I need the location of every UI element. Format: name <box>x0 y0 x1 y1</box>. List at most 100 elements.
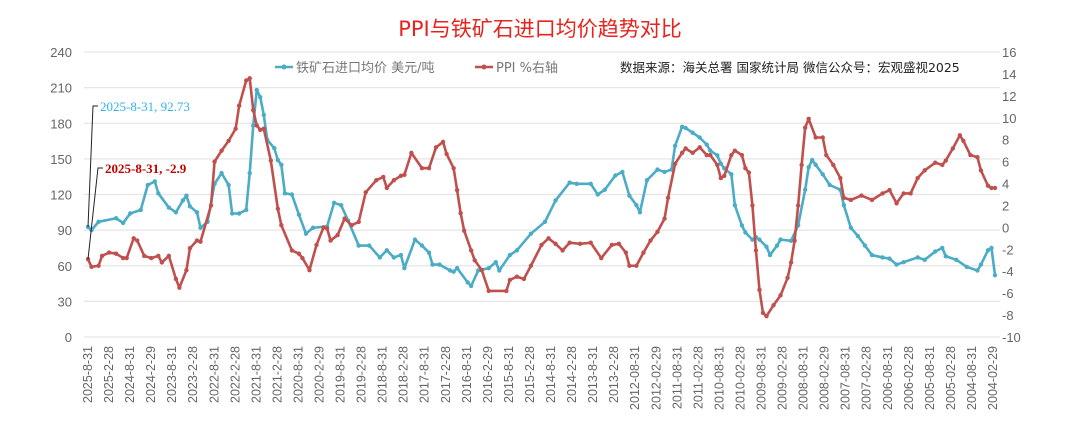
data-point <box>384 185 390 191</box>
data-point <box>282 191 288 196</box>
data-point <box>419 243 425 248</box>
data-point <box>149 255 154 261</box>
data-point <box>841 202 847 208</box>
data-point <box>258 94 263 100</box>
y-left-tick-label: 120 <box>50 188 72 203</box>
data-point <box>623 250 629 255</box>
x-tick-label: 2014-2-28 <box>565 346 579 403</box>
y-left-tick-label: 240 <box>50 45 72 60</box>
data-point <box>690 150 695 156</box>
data-point <box>968 152 973 158</box>
y-right-tick-label: -6 <box>1002 286 1014 301</box>
data-point <box>718 175 723 181</box>
data-point <box>338 202 344 208</box>
data-point <box>809 157 815 163</box>
data-point <box>251 123 256 128</box>
y-axis-right: -10 -8 -6 -4 -2 0 2 4 6 8 10 12 14 16 <box>1002 45 1021 345</box>
data-point <box>771 303 776 308</box>
data-point <box>975 268 980 273</box>
data-point <box>440 139 446 145</box>
x-tick-label: 2025-2-28 <box>102 346 116 403</box>
y-right-tick-label: 12 <box>1002 89 1016 104</box>
data-point <box>539 242 544 248</box>
data-point <box>226 138 231 143</box>
data-point <box>303 231 309 236</box>
data-point <box>514 248 520 253</box>
data-point <box>838 175 843 181</box>
data-point <box>774 243 780 248</box>
x-tick-label: 2023-2-28 <box>186 346 200 403</box>
data-point <box>901 191 906 196</box>
x-tick-label: 2023-8-31 <box>165 346 179 403</box>
data-point <box>546 236 551 241</box>
data-point <box>799 162 804 168</box>
x-tick-label: 2007-02-28 <box>860 346 874 410</box>
data-point <box>409 150 414 156</box>
data-point <box>349 222 354 228</box>
data-point <box>391 178 397 183</box>
x-tick-label: 2017-2-28 <box>439 346 453 403</box>
data-point <box>254 123 259 128</box>
data-point <box>950 146 956 151</box>
data-point <box>528 231 534 236</box>
data-point <box>732 202 738 208</box>
data-point <box>690 130 695 135</box>
data-point <box>553 198 558 203</box>
data-point <box>465 280 470 285</box>
y-left-tick-label: 90 <box>58 223 72 238</box>
data-point <box>321 225 326 230</box>
data-point <box>785 275 790 281</box>
x-tick-label: 2004-08-31 <box>965 346 979 410</box>
x-axis: 2025-8-31 2025-2-28 2024-8-31 2024-2-29 2023… <box>81 346 1000 410</box>
x-tick-label: 2009-02-28 <box>776 346 790 410</box>
data-point <box>472 258 477 263</box>
data-point <box>778 237 783 242</box>
data-point <box>764 244 769 249</box>
data-point <box>229 211 235 216</box>
data-point <box>468 248 474 253</box>
x-tick-label: 2022-8-31 <box>207 346 221 403</box>
x-tick-label: 2010-02-28 <box>733 346 747 410</box>
data-point <box>813 135 818 140</box>
data-point <box>184 193 189 198</box>
data-point <box>219 170 224 176</box>
data-point <box>142 253 147 259</box>
data-point <box>433 145 439 150</box>
data-point <box>451 165 456 171</box>
data-point <box>750 203 755 208</box>
data-point <box>862 243 868 248</box>
data-point <box>454 265 460 271</box>
data-point <box>542 219 548 225</box>
data-point <box>887 256 892 261</box>
data-point <box>722 173 727 179</box>
data-point <box>894 201 899 206</box>
data-point <box>226 182 231 188</box>
data-point <box>985 183 991 188</box>
data-point <box>159 260 165 265</box>
data-point <box>616 241 622 247</box>
data-point <box>859 193 864 198</box>
data-point <box>447 268 453 273</box>
data-point <box>96 219 101 225</box>
y-right-tick-label: 14 <box>1002 67 1016 82</box>
data-point <box>156 253 161 259</box>
data-point <box>328 238 333 243</box>
y-left-tick-label: 150 <box>50 152 72 167</box>
y-left-tick-label: 0 <box>65 330 72 345</box>
x-tick-label: 2018-2-28 <box>397 346 411 403</box>
data-point <box>672 143 678 149</box>
data-point <box>943 254 948 259</box>
data-point <box>743 165 748 171</box>
data-point <box>135 238 140 243</box>
data-point <box>99 253 105 259</box>
y-right-tick-label: 2 <box>1002 198 1009 213</box>
data-point <box>964 264 970 270</box>
data-point <box>493 259 498 265</box>
y-right-tick-label: 6 <box>1002 155 1009 170</box>
data-point <box>391 255 397 260</box>
data-point <box>296 251 302 256</box>
data-point <box>279 162 284 168</box>
data-point <box>757 237 762 242</box>
annotation-label: 2025-8-31, 92.73 <box>100 99 190 114</box>
data-point <box>634 202 639 208</box>
